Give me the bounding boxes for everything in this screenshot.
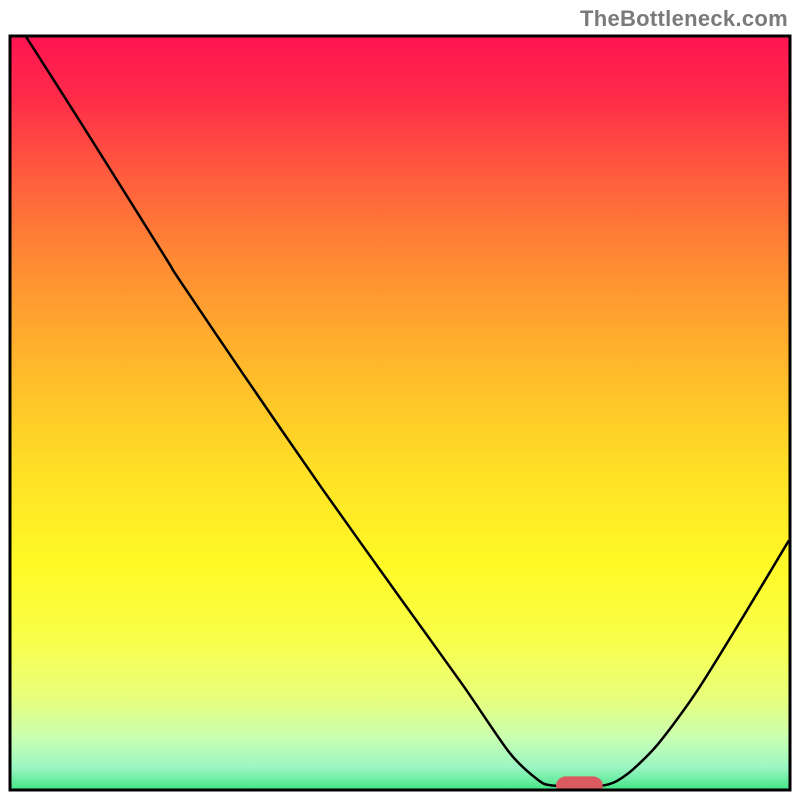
plot-background (10, 36, 790, 790)
bottleneck-chart (0, 0, 800, 800)
plot-area (10, 36, 790, 795)
attribution-text: TheBottleneck.com (580, 6, 788, 32)
minimum-marker (556, 776, 603, 794)
